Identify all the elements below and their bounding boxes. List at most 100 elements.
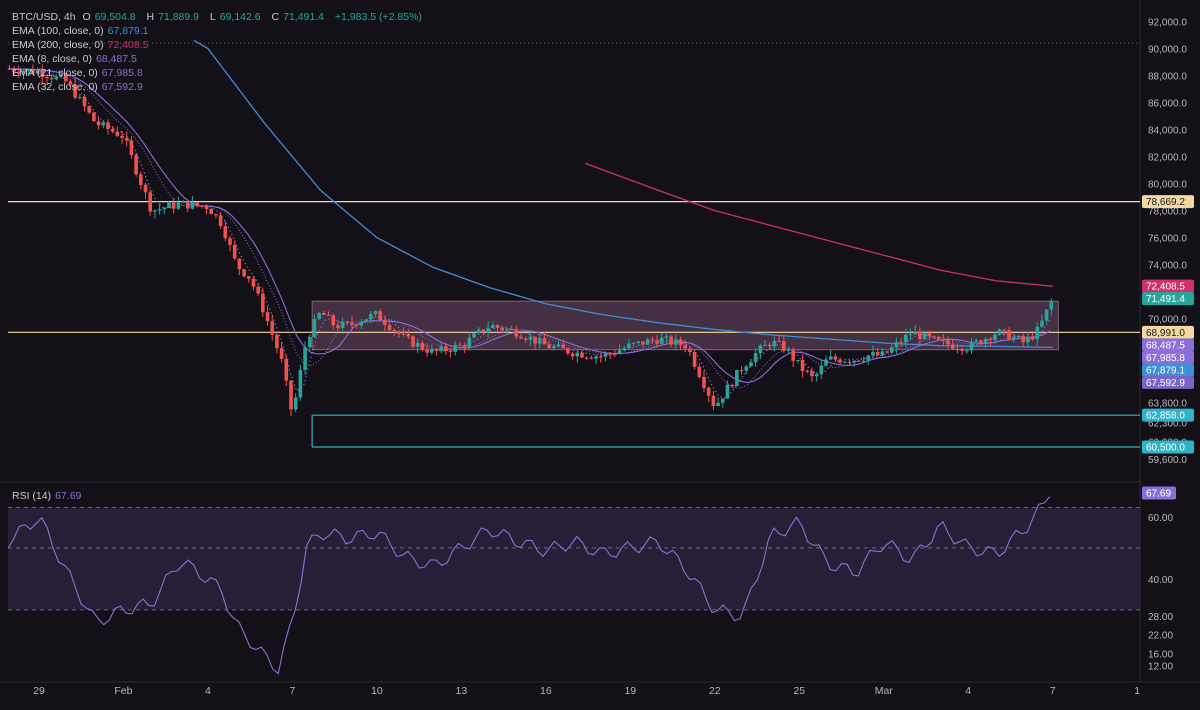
rsi-tick-label: 40.00 xyxy=(1148,575,1173,586)
candle-body xyxy=(617,350,622,354)
candle-body xyxy=(1035,326,1040,340)
candle-body xyxy=(706,387,711,396)
candle-body xyxy=(674,339,678,345)
symbol-name: BTC/USD, 4h xyxy=(12,11,76,23)
candle-body xyxy=(509,328,514,330)
candle-body xyxy=(139,174,143,185)
candle-body xyxy=(331,315,336,326)
candle-body xyxy=(786,349,791,351)
candle-body xyxy=(613,353,617,355)
candle-body xyxy=(725,384,730,399)
candle-body xyxy=(59,75,63,77)
candle-body xyxy=(1002,329,1007,331)
candle-body xyxy=(392,330,397,332)
candle-body xyxy=(664,336,669,338)
price-tick-label: 78,000.0 xyxy=(1148,207,1187,218)
candle-body xyxy=(533,336,537,344)
time-tick-label: 4 xyxy=(205,685,211,697)
candle-body xyxy=(181,201,185,203)
candle-body xyxy=(730,384,734,387)
candle-body xyxy=(777,340,781,342)
candle-body xyxy=(918,331,922,340)
candle-body xyxy=(82,96,87,107)
price-badge xyxy=(1142,292,1194,306)
candle-body xyxy=(218,215,223,227)
candle-body xyxy=(570,353,575,357)
candle-body xyxy=(495,325,500,328)
high-value: H 71,889.9 xyxy=(146,11,199,23)
price-tick-label: 90,000.0 xyxy=(1148,45,1187,56)
time-tick-label: 29 xyxy=(33,685,45,697)
candle-body xyxy=(678,339,683,346)
candle-body xyxy=(429,349,434,353)
candle-body xyxy=(110,128,115,132)
candle-body xyxy=(580,352,584,358)
candle-body xyxy=(650,339,655,341)
candle-body xyxy=(275,334,279,349)
price-badge xyxy=(1142,325,1194,339)
candle-body xyxy=(237,258,242,270)
time-tick-label: 1 xyxy=(1134,685,1140,697)
candle-body xyxy=(383,320,387,326)
candle-body xyxy=(838,359,842,363)
price-badge-label: 78,669.2 xyxy=(1146,197,1185,208)
candle-body xyxy=(120,135,124,138)
candle-body xyxy=(603,353,608,357)
candle-body xyxy=(988,338,993,341)
candle-body xyxy=(542,338,547,345)
rsi-legend[interactable]: RSI (14) 67.69 xyxy=(12,490,82,502)
candle-body xyxy=(472,333,476,338)
candle-body xyxy=(434,349,439,351)
candle-body xyxy=(528,336,533,340)
price-badge-label: 72,408.5 xyxy=(1146,282,1185,293)
candle-body xyxy=(908,334,913,336)
candle-body xyxy=(134,155,138,175)
candle-body xyxy=(307,336,312,348)
indicator-legend-ema100[interactable]: EMA (100, close, 0) 67,879.1 xyxy=(12,25,149,37)
price-tick-label: 86,000.0 xyxy=(1148,99,1187,110)
indicator-legend-ema21[interactable]: EMA (21, close, 0) 67,985.8 xyxy=(12,67,143,79)
price-badge xyxy=(1142,408,1194,422)
candle-body xyxy=(505,328,509,331)
candle-body xyxy=(744,366,749,371)
candle-body xyxy=(711,395,716,406)
price-badge-label: 67,879.1 xyxy=(1146,365,1185,376)
price-badge xyxy=(1142,195,1194,209)
candle-body xyxy=(143,184,148,193)
candle-body xyxy=(167,202,171,208)
candle-body xyxy=(598,356,603,358)
rsi-value-badge xyxy=(1142,486,1176,500)
candle-body xyxy=(810,371,814,377)
time-tick-label: Mar xyxy=(875,685,894,697)
rsi-tick-label: 16.00 xyxy=(1148,649,1173,660)
candle-body xyxy=(279,348,284,359)
close-value: C 71,491.4 xyxy=(271,11,324,23)
candle-body xyxy=(885,351,889,353)
time-tick-label: 25 xyxy=(793,685,805,697)
time-tick-label: 13 xyxy=(456,685,468,697)
symbol-legend: BTC/USD, 4h O 69,504.8 H 71,889.9 L 69,142.… xyxy=(12,11,426,23)
indicator-legend-ema200[interactable]: EMA (200, close, 0) 72,408.5 xyxy=(12,39,149,51)
candle-body xyxy=(922,332,927,340)
price-badge-label: 68,991.0 xyxy=(1146,328,1185,339)
candle-body xyxy=(185,201,190,209)
candle-body xyxy=(1049,300,1054,310)
rsi-line xyxy=(7,496,1051,675)
indicator-legend-ema32[interactable]: EMA (32, close, 0) 67,592.9 xyxy=(12,81,143,93)
candle-body xyxy=(655,340,659,344)
candle-body xyxy=(904,334,908,343)
indicator-legend-ema8[interactable]: EMA (8, close, 0) 68,487.5 xyxy=(12,53,137,65)
candle-body xyxy=(946,340,950,345)
candle-body xyxy=(936,336,941,340)
candle-body xyxy=(242,269,246,277)
candle-body xyxy=(819,365,824,375)
candle-body xyxy=(364,319,368,322)
candle-body xyxy=(303,347,307,370)
candle-body xyxy=(368,314,373,320)
candle-body xyxy=(913,331,917,335)
candle-body xyxy=(767,344,772,347)
candle-body xyxy=(96,121,101,126)
candle-body xyxy=(448,350,453,352)
candle-body xyxy=(552,346,556,349)
